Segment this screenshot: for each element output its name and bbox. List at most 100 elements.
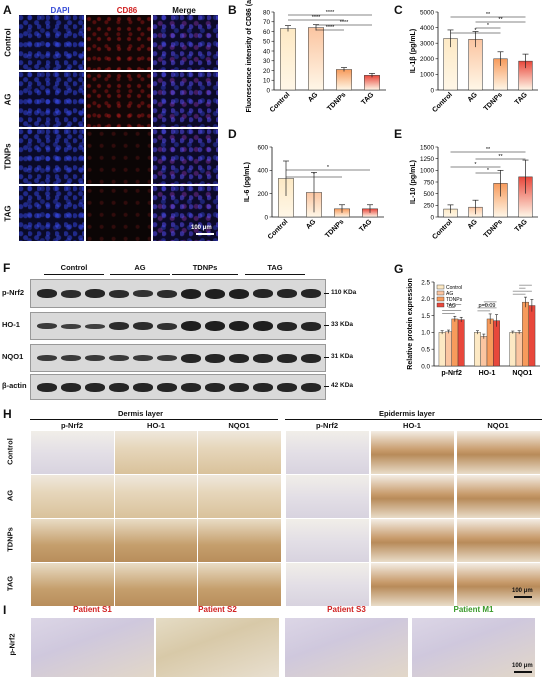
panel-h-scale-bar bbox=[514, 596, 532, 598]
patient-label: Patient M1 bbox=[453, 605, 494, 614]
wb-row-label: HO-1 bbox=[2, 320, 20, 329]
ihc-image bbox=[456, 474, 541, 519]
x-tick-label: HO-1 bbox=[479, 370, 496, 377]
wb-group-line bbox=[172, 274, 238, 275]
wb-group-label: Control bbox=[60, 263, 88, 272]
significance-label: * bbox=[487, 23, 490, 29]
chart-e: 0 250 500 750 1000 1250 1500 IL-10 (pg/mL) Contr… bbox=[410, 144, 538, 241]
wb-band bbox=[37, 289, 57, 298]
panel-a-row-label: AG bbox=[3, 93, 13, 105]
bar-tdnps bbox=[522, 301, 529, 367]
wb-blot bbox=[30, 312, 326, 340]
patient-image bbox=[411, 617, 536, 678]
y-axis-label: Relative protein expression bbox=[407, 278, 414, 369]
y-axis-label: IL-10 (pg/mL) bbox=[410, 160, 417, 204]
y-tick-label: 80 bbox=[263, 9, 271, 16]
panel-a-image bbox=[86, 15, 151, 70]
y-tick-label: 0.0 bbox=[421, 363, 430, 370]
wb-kda-label: 33 KDa bbox=[331, 321, 354, 328]
ihc-col-label: NQO1 bbox=[228, 421, 250, 430]
y-tick-label: 0 bbox=[430, 214, 434, 221]
x-tick-label: Control bbox=[431, 218, 454, 241]
significance-label: ** bbox=[486, 12, 491, 18]
patient-label: Patient S2 bbox=[198, 605, 237, 614]
x-tick-label: AG bbox=[467, 91, 480, 104]
wb-band bbox=[205, 321, 225, 331]
x-tick-label: AG bbox=[307, 91, 320, 104]
y-tick-label: 3000 bbox=[420, 41, 435, 48]
bar-ag bbox=[515, 332, 523, 367]
ihc-row-label: TDNPs bbox=[5, 526, 15, 552]
wb-band bbox=[61, 382, 81, 392]
panel-a-scale-bar-label: 100 μm bbox=[191, 225, 212, 231]
ihc-image bbox=[114, 562, 199, 607]
annotation-label: p=0.09 bbox=[479, 303, 496, 309]
wb-band bbox=[253, 289, 273, 298]
x-tick-label: TDNPs bbox=[483, 91, 504, 112]
y-tick-label: 0 bbox=[266, 87, 270, 94]
significance-label: **** bbox=[326, 25, 335, 31]
ihc-col-label: HO-1 bbox=[147, 421, 165, 430]
panel-h-scale-bar-label: 100 μm bbox=[512, 588, 533, 594]
wb-band bbox=[157, 289, 177, 298]
dermis-layer-label: Dermis layer bbox=[118, 409, 164, 418]
panel-a-image bbox=[153, 186, 218, 241]
significance-label: **** bbox=[312, 15, 321, 21]
x-tick-label: Control bbox=[431, 91, 454, 114]
wb-row-label: p-Nrf2 bbox=[2, 287, 25, 297]
x-tick-label: TAG bbox=[514, 218, 529, 233]
wb-band bbox=[61, 289, 81, 298]
y-tick-label: 40 bbox=[263, 48, 271, 55]
wb-band bbox=[157, 322, 177, 330]
ihc-col-label: HO-1 bbox=[403, 421, 421, 430]
y-tick-label: 1500 bbox=[420, 144, 435, 151]
wb-band bbox=[133, 322, 153, 330]
wb-group-label: TDNPs bbox=[192, 263, 218, 272]
wb-band bbox=[109, 382, 129, 392]
significance-label: ** bbox=[486, 147, 491, 153]
wb-band bbox=[133, 290, 153, 297]
bar-control bbox=[438, 332, 446, 367]
y-tick-label: 50 bbox=[263, 39, 271, 46]
x-tick-label: p-Nrf2 bbox=[441, 370, 462, 377]
y-tick-label: 4000 bbox=[420, 25, 435, 32]
wb-group-line bbox=[44, 274, 104, 275]
legend-swatch bbox=[436, 296, 445, 302]
y-tick-label: 250 bbox=[423, 203, 434, 210]
panel-i-row-label: p-Nrf2 bbox=[7, 633, 17, 656]
ihc-image bbox=[197, 430, 282, 475]
y-tick-label: 750 bbox=[423, 179, 434, 186]
ihc-image bbox=[30, 474, 115, 519]
panel-a-image bbox=[153, 72, 218, 127]
significance-label: ** bbox=[498, 154, 503, 160]
ihc-image bbox=[456, 562, 541, 607]
panel-a-row-label: TAG bbox=[3, 204, 13, 222]
wb-row-label: NQO1 bbox=[2, 352, 24, 361]
ihc-image bbox=[114, 474, 199, 519]
wb-kda-label: 42 KDa bbox=[331, 382, 354, 389]
legend-label: Control bbox=[446, 285, 462, 291]
wb-band bbox=[229, 288, 249, 299]
epidermis-layer-line bbox=[285, 419, 542, 420]
significance-label: **** bbox=[340, 20, 349, 26]
wb-band bbox=[181, 382, 201, 392]
panel-a-image bbox=[86, 186, 151, 241]
wb-row-label: β-actin bbox=[2, 381, 27, 390]
wb-band bbox=[301, 382, 321, 392]
patient-image bbox=[155, 617, 280, 678]
significance-label: **** bbox=[326, 10, 335, 16]
wb-band bbox=[301, 353, 321, 363]
y-tick-label: 2.5 bbox=[421, 279, 430, 286]
wb-marker-tick bbox=[324, 357, 329, 358]
wb-band bbox=[85, 289, 105, 298]
wb-band bbox=[253, 382, 273, 392]
chart-c: 0 1000 2000 3000 4000 5000 IL-1β (pg/mL) Contro… bbox=[410, 9, 538, 114]
x-tick-label: AG bbox=[467, 218, 480, 231]
chart-d: 0 200 400 600 IL-6 (pg/mL) Control AG TDNPs TAG *… bbox=[244, 144, 384, 241]
dermis-layer-line bbox=[30, 419, 278, 420]
significance-label: * bbox=[327, 165, 330, 171]
panel-label-f: F bbox=[3, 261, 11, 275]
wb-band bbox=[277, 289, 297, 298]
bar-control bbox=[509, 332, 517, 367]
wb-marker-tick bbox=[324, 292, 329, 294]
